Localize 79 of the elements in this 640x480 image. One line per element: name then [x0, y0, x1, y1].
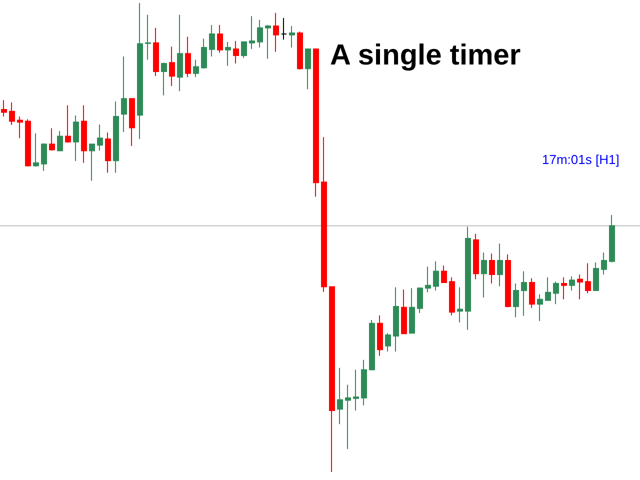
candlestick	[121, 56, 127, 132]
candlestick	[321, 136, 327, 292]
candlestick	[449, 276, 455, 316]
candlestick	[217, 24, 223, 54]
candlestick	[289, 25, 295, 48]
candlestick	[465, 226, 471, 330]
candlestick	[265, 24, 271, 60]
candlestick	[313, 48, 319, 198]
candlestick	[105, 132, 111, 174]
candlestick	[113, 100, 119, 174]
candlestick	[185, 36, 191, 78]
candlestick	[489, 252, 495, 284]
candlestick	[601, 252, 607, 276]
candlestick	[33, 132, 39, 168]
candlestick	[73, 115, 79, 162]
candlestick	[457, 286, 463, 323]
candlestick	[561, 276, 567, 300]
candlestick	[129, 98, 135, 147]
candlestick	[297, 31, 303, 70]
candlestick	[497, 243, 503, 287]
candlestick	[569, 276, 575, 291]
candlestick	[177, 14, 183, 92]
candlestick	[273, 12, 279, 52]
candlestick	[529, 278, 535, 308]
candlestick	[329, 286, 335, 472]
candlestick	[249, 16, 255, 50]
candlestick	[9, 102, 15, 126]
candlestick	[513, 282, 519, 318]
candlestick	[305, 48, 311, 90]
candlestick	[169, 46, 175, 87]
candlestick	[353, 369, 359, 412]
candlestick	[1, 100, 7, 117]
candlestick	[49, 128, 55, 152]
candlestick	[409, 288, 415, 334]
candlestick	[257, 19, 263, 48]
candlestick	[401, 289, 407, 334]
candlestick	[57, 130, 63, 152]
candlestick	[425, 266, 431, 293]
candlestick	[225, 41, 231, 66]
candlestick	[369, 320, 375, 370]
candlestick	[505, 254, 511, 308]
candlestick	[41, 142, 47, 172]
candlestick	[473, 233, 479, 280]
candlestick	[609, 214, 615, 263]
candlestick	[345, 384, 351, 450]
candlestick	[481, 252, 487, 298]
candlestick	[193, 59, 199, 78]
candlestick	[17, 116, 23, 139]
candlestick	[537, 294, 543, 322]
candlestick	[89, 144, 95, 182]
candlestick	[577, 274, 583, 300]
candlestick	[337, 367, 343, 425]
candlestick	[433, 260, 439, 291]
candlestick	[417, 286, 423, 314]
annotation: 17m:01s [H1]	[542, 152, 620, 167]
candlestick	[521, 270, 527, 316]
candlestick	[553, 281, 559, 305]
candlestick	[441, 265, 447, 284]
candlestick	[97, 124, 103, 152]
candlestick	[593, 262, 599, 291]
candlestick	[385, 332, 391, 352]
candlestick	[241, 41, 247, 58]
candlestick	[393, 286, 399, 352]
candlestick	[209, 24, 215, 57]
candlestick	[65, 104, 71, 144]
candlestick	[145, 14, 151, 60]
candlestick	[361, 359, 367, 406]
candlestick	[281, 18, 287, 40]
candlestick	[137, 2, 143, 140]
text: A single timer	[330, 40, 521, 72]
candlestick	[161, 62, 167, 96]
candlestick	[153, 27, 159, 77]
candlestick	[201, 38, 207, 70]
candlestick	[25, 118, 31, 168]
candlestick	[81, 104, 87, 164]
candlestick	[233, 40, 239, 64]
candlestick	[377, 314, 383, 356]
candlestick	[585, 262, 591, 294]
candlestick	[545, 276, 551, 301]
